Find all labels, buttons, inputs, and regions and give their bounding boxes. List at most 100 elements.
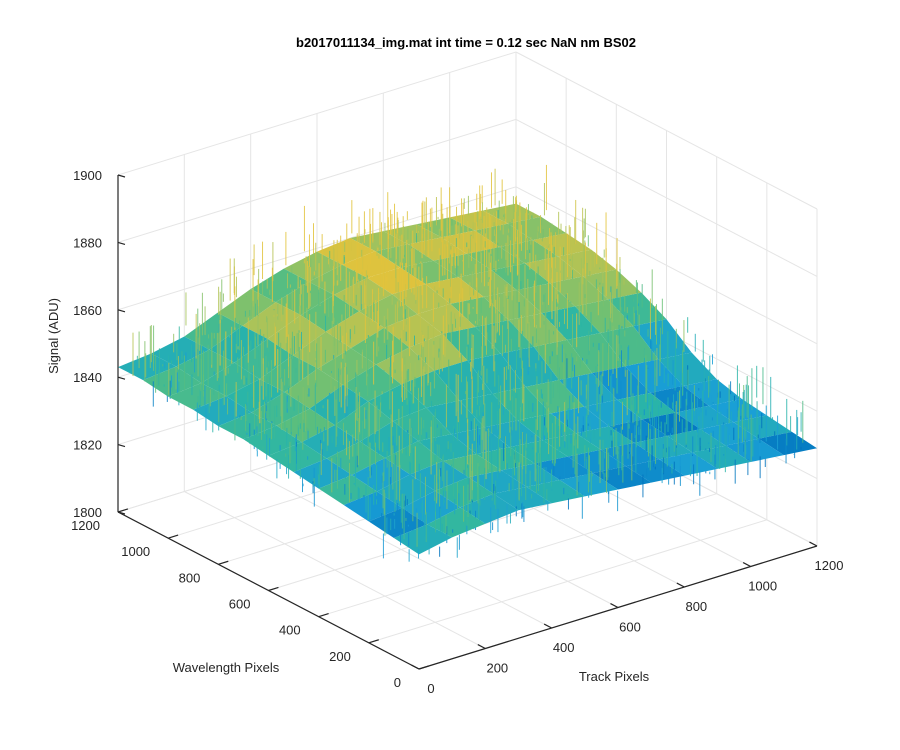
surface-cell xyxy=(509,440,568,464)
surface-cell xyxy=(284,368,343,409)
surface-cell xyxy=(201,362,260,397)
surface-cell xyxy=(334,277,393,312)
x-tick-mark xyxy=(742,562,751,568)
surface-cell xyxy=(334,401,394,442)
z-tick-label: 1860 xyxy=(73,303,102,318)
floor-grid-y xyxy=(318,493,717,618)
y-tick-mark xyxy=(117,508,129,513)
surface-cell xyxy=(317,348,377,385)
y-tick-mark xyxy=(418,665,430,670)
surface-cell xyxy=(301,425,360,459)
surface-cell xyxy=(250,268,309,303)
surface-cell xyxy=(584,399,643,427)
surface-cell xyxy=(524,256,584,284)
y-tick-mark xyxy=(318,613,329,618)
surface-cell xyxy=(508,313,567,347)
y-tick-mark xyxy=(167,534,179,539)
surface-cell xyxy=(318,474,377,506)
surface-cell xyxy=(425,277,484,304)
surface-cell xyxy=(659,452,718,476)
surface-cell xyxy=(143,366,202,397)
surface-cell xyxy=(626,459,685,483)
x-tick-mark xyxy=(411,664,420,670)
surface-cell xyxy=(601,442,660,467)
surface-cell xyxy=(292,331,351,369)
surface-cell xyxy=(725,438,784,463)
surface-cell xyxy=(309,384,368,426)
chart-title: b2017011134_img.mat int time = 0.12 sec … xyxy=(296,35,636,50)
y-tick-label: 1200 xyxy=(71,518,100,533)
y-axis-label: Wavelength Pixels xyxy=(173,660,280,675)
surface-cell xyxy=(492,386,551,421)
x-tick-label: 200 xyxy=(486,661,508,676)
surface-cell xyxy=(343,491,402,522)
backwall-y-grid-horizontal xyxy=(515,186,818,345)
surface-cell xyxy=(458,270,517,297)
tick-labels: 0 200 400 600 800 1000 1200 0 200 400 600 800 1000 12… xyxy=(71,168,843,696)
surface-cell xyxy=(758,431,817,456)
surface-cell xyxy=(700,422,759,446)
surface-cell xyxy=(433,253,492,278)
surface-cell xyxy=(449,210,508,231)
z-tick-label: 1800 xyxy=(73,505,102,520)
surface-cell xyxy=(542,433,601,457)
surface-cell xyxy=(217,289,276,326)
x-axis-label: Track Pixels xyxy=(579,669,650,684)
surface-cell xyxy=(675,405,734,430)
surface-cell xyxy=(451,427,510,454)
surface-cell xyxy=(426,400,485,435)
surface-cell xyxy=(493,486,552,511)
surface-cell xyxy=(400,260,459,285)
surface-cell xyxy=(450,296,509,328)
x-tick-mark xyxy=(809,541,818,547)
x-tick-label: 1200 xyxy=(815,558,844,573)
y-tick-label: 600 xyxy=(229,597,251,612)
surface-cell xyxy=(468,470,527,494)
surface-cell xyxy=(317,238,376,265)
z-axis-label: Signal (ADU) xyxy=(46,298,61,374)
z-tick-mark xyxy=(117,174,126,178)
surface-cell xyxy=(692,445,751,469)
backwall-x-grid-horizontal xyxy=(117,118,517,243)
surface-cell xyxy=(168,383,227,410)
backwall-x-grid-horizontal xyxy=(117,51,517,176)
surface-cell xyxy=(683,379,742,406)
surface-cell xyxy=(409,333,468,371)
y-tick-label: 0 xyxy=(394,675,401,690)
x-tick-label: 1000 xyxy=(748,579,777,594)
z-tick-label: 1840 xyxy=(73,370,102,385)
z-tick-label: 1880 xyxy=(73,235,102,250)
surface-cell xyxy=(583,269,642,300)
x-tick-mark xyxy=(610,603,619,609)
surface-cell xyxy=(567,332,626,374)
axes xyxy=(117,174,818,670)
x-tick-label: 800 xyxy=(685,599,707,614)
surface-cell xyxy=(459,393,518,428)
z-tick-mark xyxy=(117,444,126,448)
surface-cell xyxy=(209,325,268,363)
z-tick-mark xyxy=(117,309,126,313)
surface-cell xyxy=(567,449,627,474)
y-tick-mark xyxy=(268,586,279,592)
z-tick-mark xyxy=(117,376,126,380)
surface-cell xyxy=(460,493,519,524)
surface-cell xyxy=(416,217,475,238)
surface-cell xyxy=(184,312,243,350)
y-tick-label: 1000 xyxy=(121,544,150,559)
surface-cell xyxy=(351,327,410,365)
surface-cell xyxy=(484,420,543,448)
surface-cell xyxy=(617,392,676,420)
surface-cell xyxy=(575,299,634,333)
y-tick-mark xyxy=(218,560,229,565)
surface-cell xyxy=(541,306,601,340)
backwall-y-grid-horizontal xyxy=(515,118,818,277)
surface-cell xyxy=(499,240,559,264)
surface-cell xyxy=(392,284,451,315)
y-tick-label: 200 xyxy=(329,649,351,664)
surface-cell xyxy=(516,283,576,314)
x-tick-label: 0 xyxy=(427,681,434,696)
surface-cell xyxy=(283,251,343,282)
x-tick-mark xyxy=(477,644,486,650)
x-tick-label: 600 xyxy=(619,620,641,635)
